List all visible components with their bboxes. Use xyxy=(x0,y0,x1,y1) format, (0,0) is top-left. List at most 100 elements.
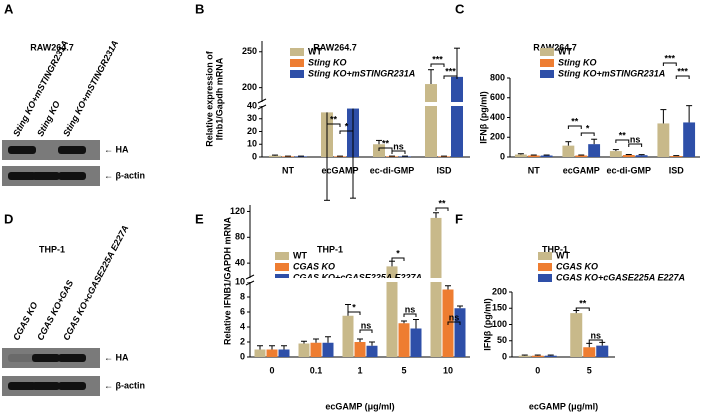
bar xyxy=(588,144,601,157)
bar xyxy=(425,84,437,157)
bar xyxy=(635,155,648,157)
bar xyxy=(596,345,609,357)
blot-band xyxy=(32,354,60,362)
significance-label: ** xyxy=(438,198,446,208)
axis-break-gap xyxy=(246,278,470,282)
legend-label: CGAS KO+cGASE225A E227A xyxy=(556,272,685,282)
y-tick-label: 0 xyxy=(252,151,257,161)
legend-label: Sting KO+mSTINGR231A xyxy=(558,68,665,78)
error-bar xyxy=(272,154,278,156)
error-bar xyxy=(257,345,263,350)
bar xyxy=(657,123,670,157)
error-bar xyxy=(301,340,307,344)
x-tick-label: ec-di-GMP xyxy=(370,165,415,175)
y-tick-label: 6 xyxy=(240,306,245,316)
bar xyxy=(454,308,466,357)
error-bar xyxy=(324,112,330,201)
y-tick-label: 10 xyxy=(235,276,245,286)
x-tick-label: ec-di-GMP xyxy=(606,165,651,175)
legend-swatch xyxy=(538,274,552,282)
y-tick-label: 120 xyxy=(230,206,245,216)
bar xyxy=(430,217,442,357)
legend-swatch xyxy=(540,48,554,56)
panel-label: B xyxy=(195,1,204,16)
error-bar xyxy=(591,138,598,145)
y-tick-label: 200 xyxy=(242,82,257,92)
blot-title: THP-1 xyxy=(39,244,65,254)
error-bar xyxy=(445,285,451,290)
significance-bracket xyxy=(347,311,361,315)
y-tick-label: 400 xyxy=(490,112,505,122)
bar xyxy=(562,145,575,157)
bar xyxy=(282,156,294,157)
legend-swatch xyxy=(540,70,554,78)
x-tick-label: 10 xyxy=(443,365,453,375)
y-tick-label: 10 xyxy=(247,139,257,149)
significance-bracket xyxy=(675,75,690,79)
blot-band xyxy=(58,354,86,362)
y-tick-label: 0 xyxy=(240,351,245,361)
bar xyxy=(398,323,410,357)
bar xyxy=(310,342,322,357)
significance-label: ns xyxy=(393,141,404,151)
chart-title: THP-1 xyxy=(317,244,343,254)
x-tick-label: NT xyxy=(282,165,294,175)
significance-label: ** xyxy=(619,130,627,140)
y-axis-label: Ifnb1/Gapdh mRNA xyxy=(214,57,224,140)
significance-bracket xyxy=(575,307,590,311)
bar xyxy=(266,349,278,357)
axis-break-mark xyxy=(245,280,255,286)
chart-title: RAW264.7 xyxy=(533,42,577,52)
y-axis-label: IFNβ (pg/ml) xyxy=(478,91,488,143)
legend-swatch xyxy=(290,70,304,78)
error-bar xyxy=(686,105,693,123)
bar xyxy=(386,156,398,157)
y-tick-label: 8 xyxy=(240,291,245,301)
x-tick-label: ecGAMP xyxy=(563,165,600,175)
y-axis-label: Relative IFNB1/GAPDH mRNA xyxy=(222,216,232,345)
error-bar xyxy=(586,342,593,348)
legend-label: WT xyxy=(558,46,572,56)
significance-label: *** xyxy=(677,66,688,76)
legend-label: WT xyxy=(293,250,307,260)
x-tick-label: ISD xyxy=(669,165,685,175)
band-label: ← HA xyxy=(104,352,129,362)
x-tick-label: ISD xyxy=(436,165,452,175)
significance-bracket xyxy=(359,329,373,333)
x-axis-label: ecGAMP (μg/ml) xyxy=(529,401,598,411)
significance-label: * xyxy=(352,302,356,312)
error-bar xyxy=(313,338,319,343)
error-bar xyxy=(269,345,275,350)
bar xyxy=(540,155,553,157)
x-tick-label: NT xyxy=(528,165,540,175)
bar xyxy=(438,156,450,157)
legend-label: CGAS KO xyxy=(293,261,335,271)
significance-bracket xyxy=(391,150,406,154)
y-tick-label: 0 xyxy=(502,351,507,361)
significance-label: * xyxy=(345,121,349,131)
legend-swatch xyxy=(538,252,552,260)
legend-label: CGAS KO+cGASE225A E227A xyxy=(293,272,422,282)
legend-label: WT xyxy=(556,250,570,260)
significance-bracket xyxy=(339,130,354,134)
band-label: ← HA xyxy=(104,144,129,154)
error-bar xyxy=(660,109,667,124)
error-bar xyxy=(413,319,419,329)
y-tick-label: 80 xyxy=(235,232,245,242)
blot-band xyxy=(32,382,60,390)
axis-break-mark xyxy=(245,274,255,280)
error-bar xyxy=(401,320,407,324)
y-tick-label: 200 xyxy=(492,286,507,296)
bar xyxy=(278,349,290,357)
y-tick-label: 100 xyxy=(492,319,507,329)
error-bar xyxy=(454,47,460,77)
bar xyxy=(670,156,683,157)
significance-label: ns xyxy=(361,320,372,330)
x-tick-label: 5 xyxy=(587,365,592,375)
x-tick-label: 0 xyxy=(269,365,274,375)
error-bar xyxy=(325,336,331,343)
bar xyxy=(366,345,378,357)
y-tick-label: 50 xyxy=(497,335,507,345)
bar xyxy=(451,76,463,157)
x-tick-label: ecGAMP xyxy=(321,165,358,175)
